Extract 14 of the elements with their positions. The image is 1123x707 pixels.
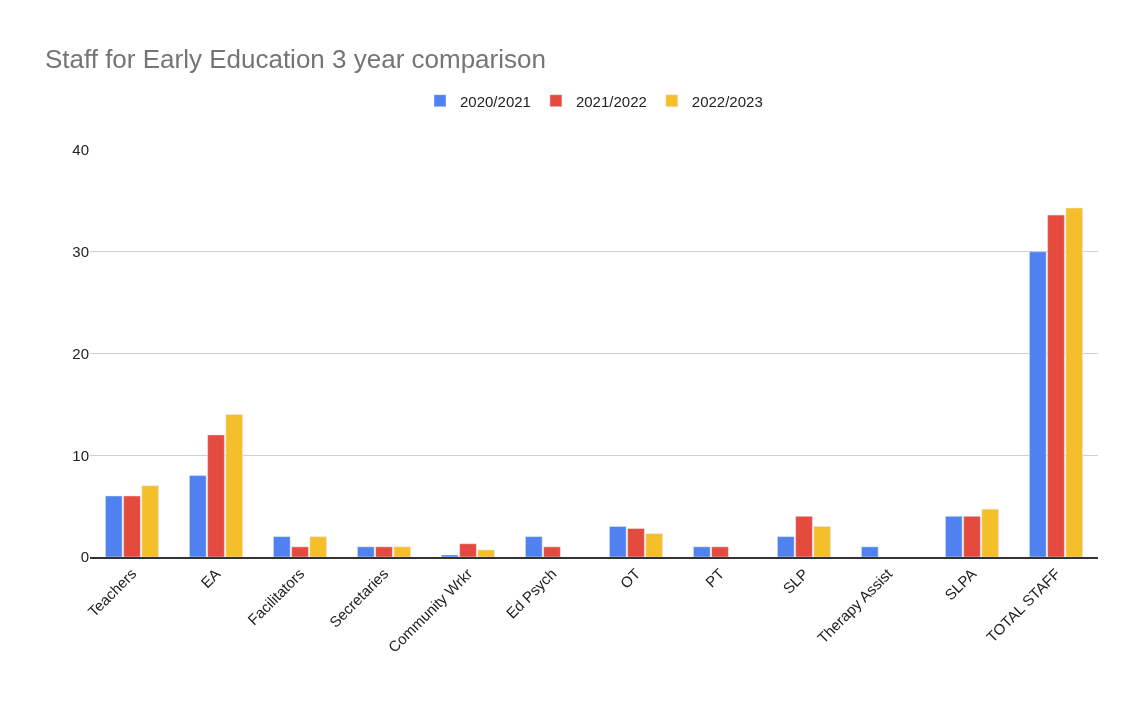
bar (861, 546, 879, 557)
x-tick-label: OT (616, 564, 644, 592)
chart-title: Staff for Early Education 3 year comparison (44, 43, 546, 74)
y-tick-label: 20 (72, 344, 89, 362)
legend-label: 2020/2021 (460, 92, 531, 110)
x-tick-label: PT (701, 564, 728, 591)
y-tick-label: 0 (80, 548, 89, 566)
y-tick-label: 10 (72, 446, 89, 464)
x-tick-label: SLP (779, 564, 812, 597)
y-tick-label: 40 (72, 141, 89, 159)
legend-label: 2022/2023 (691, 92, 763, 110)
y-tick-label: 30 (72, 243, 89, 260)
legend-label: 2021/2022 (575, 92, 647, 110)
x-tick-label: EA (197, 564, 224, 592)
